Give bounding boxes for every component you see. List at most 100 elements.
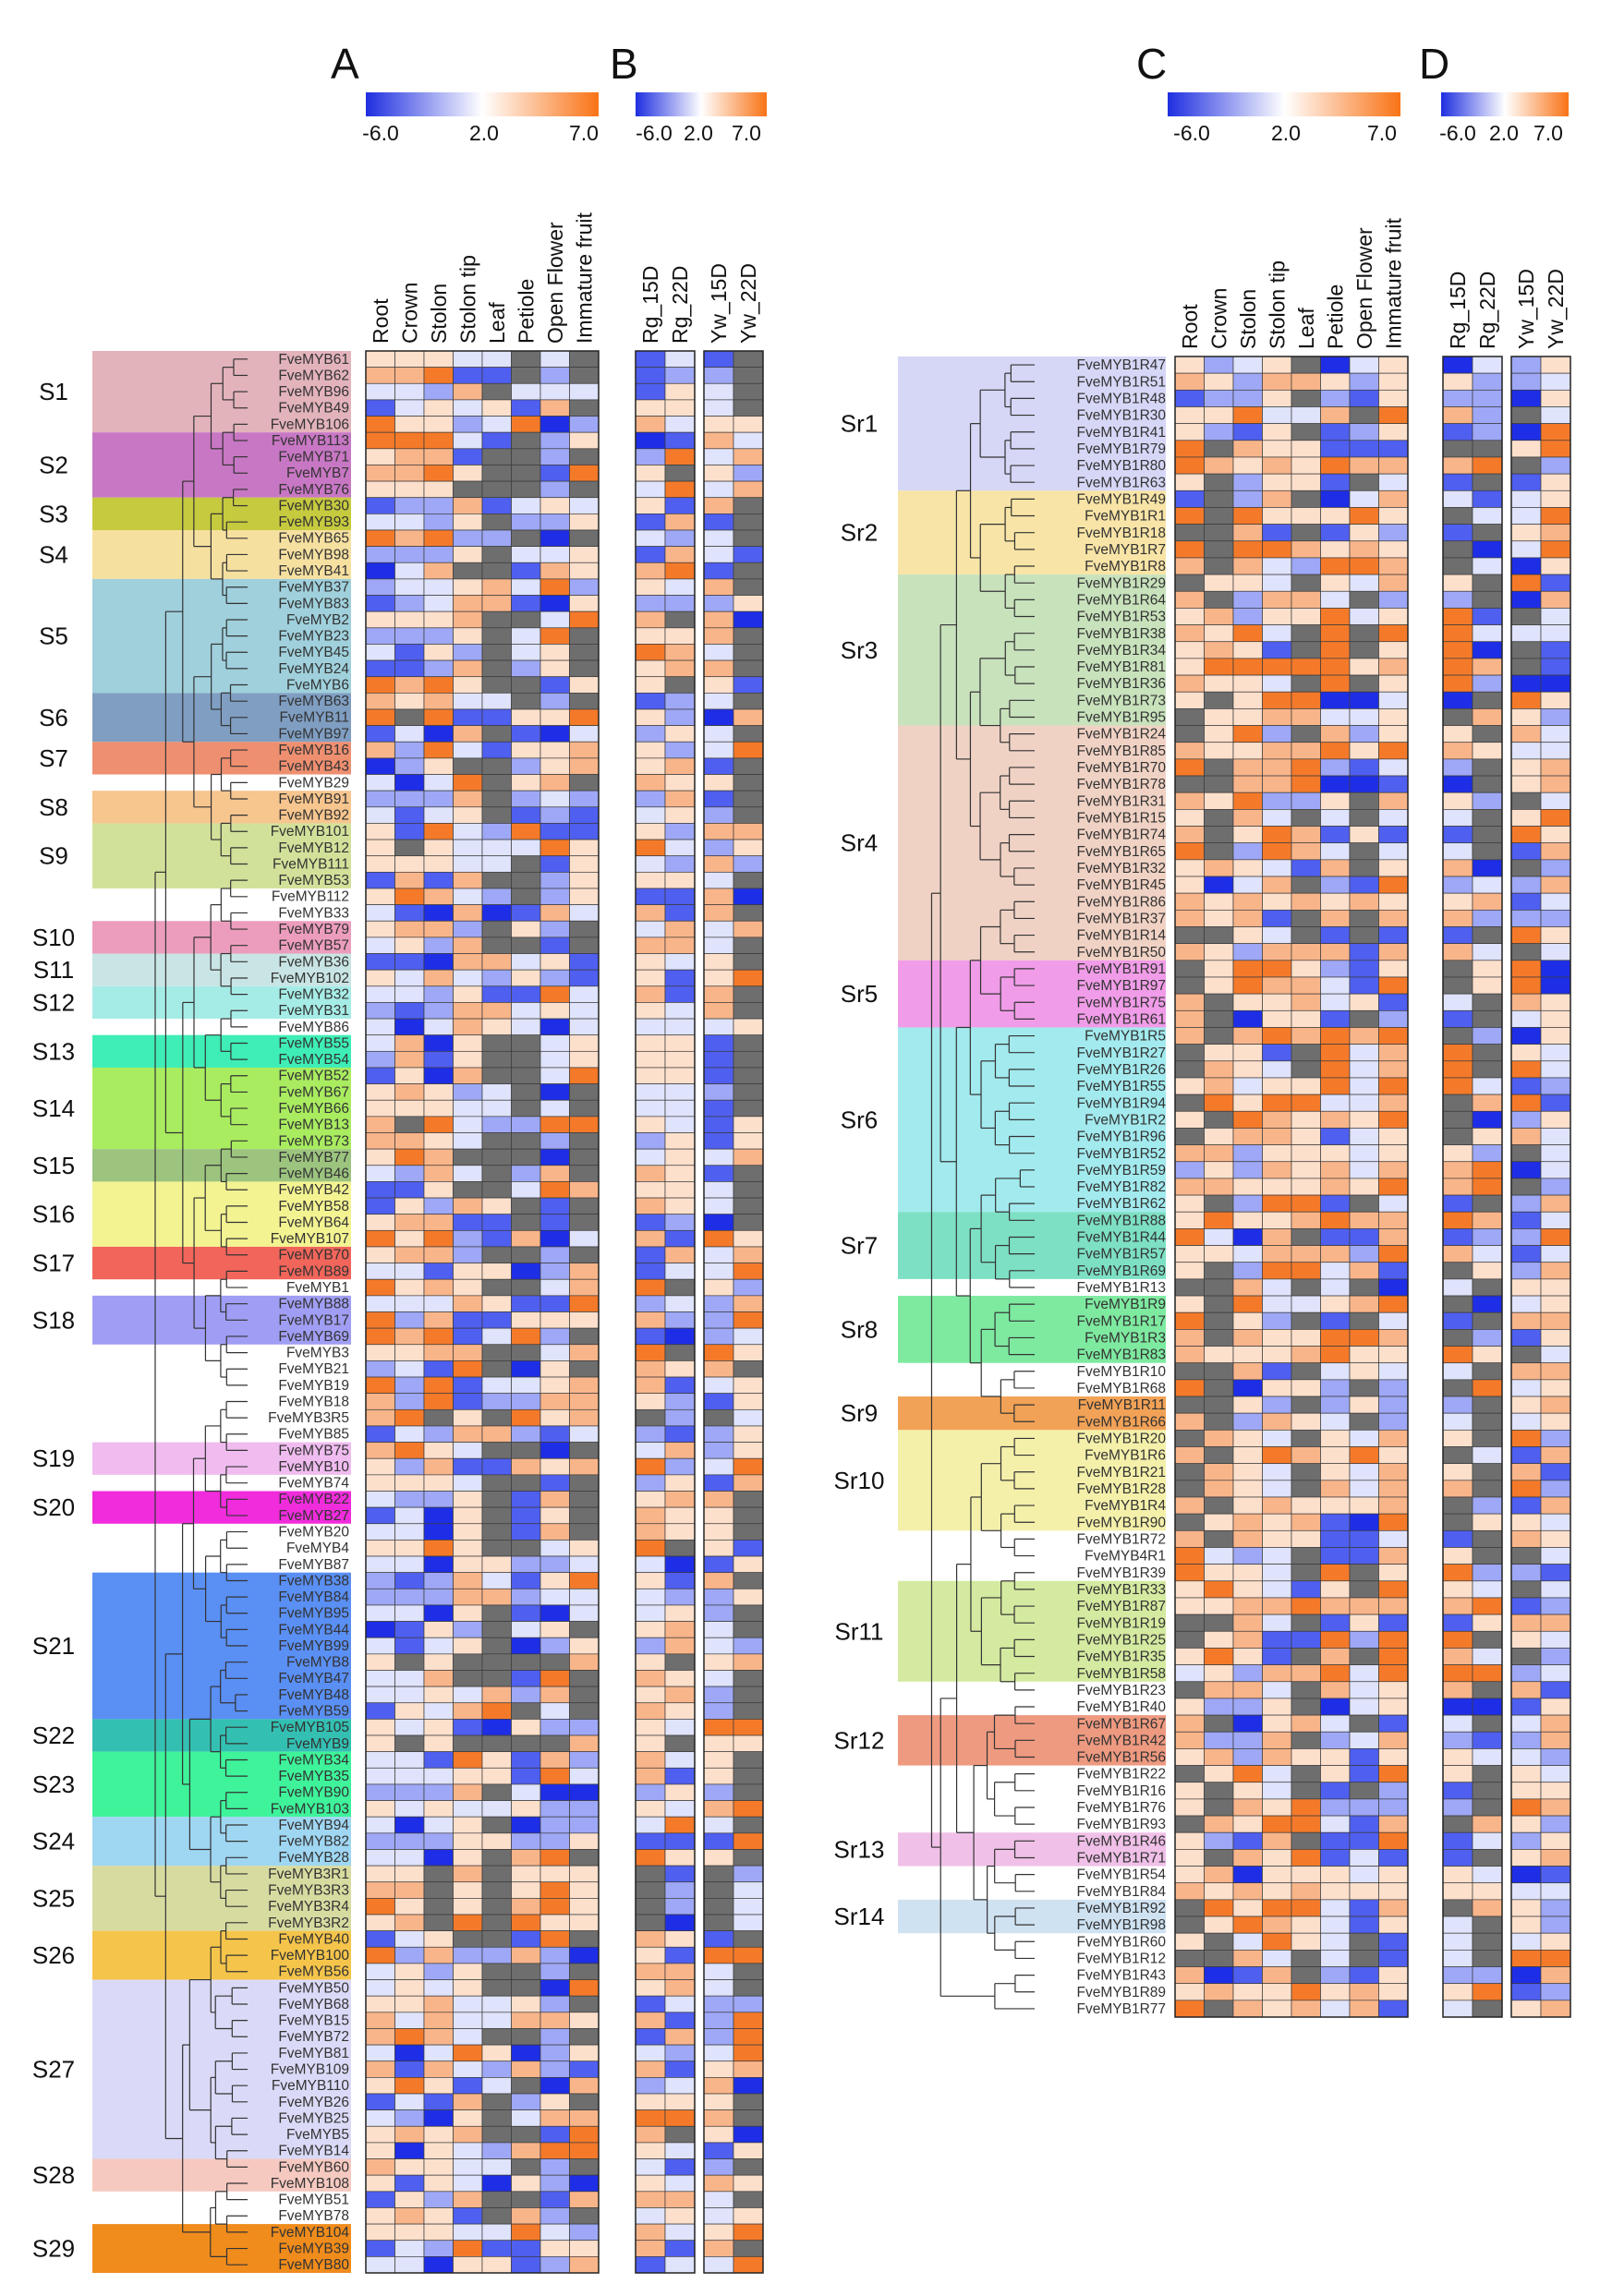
- colorbar-tick: -6.0: [362, 121, 399, 145]
- heatmap-cell: [394, 1311, 425, 1329]
- heatmap-cell: [511, 1181, 541, 1199]
- heatmap-cell: [453, 1719, 483, 1736]
- heatmap-cell: [1349, 406, 1379, 424]
- heatmap-cell: [1378, 473, 1409, 491]
- heatmap-cell: [1291, 1262, 1321, 1280]
- heatmap-cell: [664, 1898, 696, 1915]
- heatmap-cell: [1262, 926, 1292, 945]
- heatmap-cell: [511, 1719, 541, 1736]
- heatmap-cell: [1174, 1161, 1205, 1179]
- heatmap-cell: [1540, 1950, 1571, 1967]
- heatmap-cell: [569, 2044, 600, 2062]
- heatmap-cell: [453, 1849, 483, 1867]
- heatmap-cell: [1378, 557, 1409, 575]
- heatmap-cell: [1262, 1748, 1292, 1766]
- heatmap-cell: [733, 1637, 764, 1655]
- heatmap-cell: [1378, 1731, 1409, 1749]
- heatmap-cell: [703, 1263, 734, 1280]
- heatmap-cell: [733, 1295, 764, 1312]
- heatmap-cell: [394, 1734, 425, 1753]
- heatmap-cell: [1540, 1110, 1571, 1129]
- heatmap-cell: [1540, 574, 1571, 592]
- group-label: Sr12: [834, 1726, 885, 1754]
- heatmap-cell: [423, 1360, 454, 1378]
- heatmap-cell: [664, 1278, 696, 1297]
- heatmap-cell: [1320, 507, 1351, 525]
- heatmap-cell: [635, 1783, 666, 1801]
- heatmap-cell: [569, 1197, 600, 1215]
- heatmap-cell: [1442, 1027, 1473, 1045]
- heatmap-cell: [453, 610, 483, 629]
- heatmap-cell: [1540, 389, 1571, 407]
- heatmap-cell: [481, 692, 512, 710]
- heatmap-cell: [1472, 1580, 1503, 1599]
- heatmap-cell: [1378, 590, 1409, 609]
- heatmap-cell: [1378, 993, 1409, 1011]
- heatmap-cell: [1204, 1648, 1234, 1665]
- heatmap-cell: [365, 416, 395, 433]
- heatmap-cell: [733, 1816, 764, 1834]
- row-label: FveMYB1R97: [1077, 978, 1166, 994]
- heatmap-cell: [1472, 976, 1503, 995]
- heatmap-cell: [1472, 1983, 1503, 2001]
- heatmap-cell: [733, 465, 764, 482]
- heatmap-cell: [1510, 1899, 1542, 1917]
- row-label: FveMYB1R19: [1077, 1615, 1166, 1631]
- heatmap-cell: [664, 644, 696, 661]
- row-label: FveMYB100: [271, 1948, 350, 1964]
- heatmap-cell: [703, 741, 734, 759]
- heatmap-cell: [1320, 1144, 1351, 1163]
- heatmap-cell: [635, 937, 666, 954]
- heatmap-cell: [1472, 1915, 1503, 1934]
- heatmap-cell: [1442, 1630, 1473, 1649]
- heatmap-cell: [365, 741, 395, 759]
- heatmap-cell: [423, 2012, 454, 2029]
- heatmap-cell: [539, 1002, 570, 1020]
- group-band: [92, 1149, 351, 1182]
- heatmap-cell: [481, 1278, 512, 1297]
- heatmap-cell: [423, 2109, 454, 2127]
- heatmap-cell: [394, 1295, 425, 1312]
- heatmap-cell: [1174, 742, 1205, 760]
- heatmap-cell: [1349, 1983, 1379, 2001]
- heatmap-cell: [1320, 1027, 1351, 1045]
- heatmap-cell: [481, 2028, 512, 2046]
- heatmap-cell: [481, 823, 512, 840]
- heatmap-cell: [733, 676, 764, 694]
- heatmap-cell: [635, 1181, 666, 1199]
- heatmap-cell: [1174, 489, 1205, 508]
- heatmap-cell: [1204, 1815, 1234, 1833]
- heatmap-cell: [1262, 372, 1292, 391]
- heatmap-cell: [481, 2012, 512, 2029]
- heatmap-cell: [1320, 1613, 1351, 1632]
- heatmap-cell: [635, 855, 666, 873]
- heatmap-cell: [365, 855, 395, 873]
- heatmap-cell: [703, 1751, 734, 1769]
- heatmap-cell: [453, 806, 483, 824]
- heatmap-cell: [1174, 674, 1205, 693]
- heatmap-cell: [1472, 1547, 1503, 1565]
- heatmap-cell: [635, 839, 666, 857]
- heatmap-cell: [1472, 2000, 1503, 2018]
- heatmap-cell: [664, 1800, 696, 1818]
- heatmap-cell: [1472, 1664, 1503, 1683]
- heatmap-cell: [703, 920, 734, 938]
- heatmap-cell: [423, 1898, 454, 1915]
- heatmap-cell: [539, 1344, 570, 1361]
- heatmap-cell: [664, 1229, 696, 1248]
- heatmap-cell: [365, 920, 395, 938]
- heatmap-cell: [1442, 1849, 1473, 1867]
- heatmap-cell: [1510, 1731, 1542, 1749]
- heatmap-cell: [1320, 1681, 1351, 1699]
- heatmap-cell: [394, 937, 425, 954]
- heatmap-cell: [539, 1963, 570, 1980]
- heatmap-cell: [1291, 1429, 1321, 1447]
- heatmap-cell: [1262, 540, 1292, 559]
- heatmap-cell: [365, 1442, 395, 1459]
- row-label: FveMYB66: [278, 1101, 349, 1117]
- heatmap-cell: [365, 1881, 395, 1899]
- heatmap-cell: [1442, 1765, 1473, 1783]
- heatmap-cell: [1204, 1496, 1234, 1515]
- heatmap-cell: [1540, 1379, 1571, 1397]
- heatmap-cell: [1320, 372, 1351, 391]
